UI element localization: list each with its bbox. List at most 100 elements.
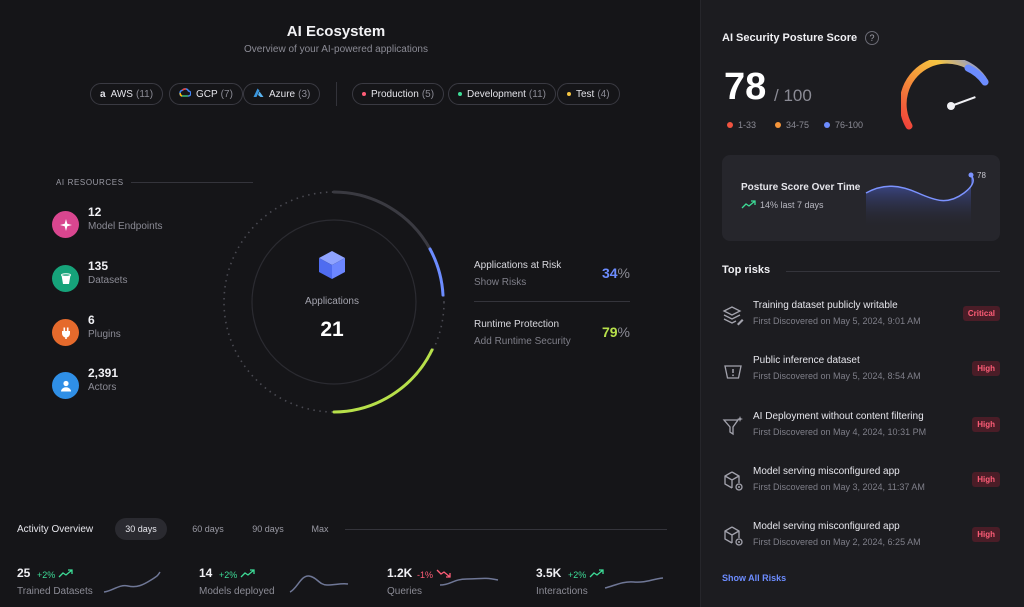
sparkline — [289, 575, 349, 593]
filter-divider — [336, 82, 337, 106]
chip-count: (3) — [298, 88, 311, 100]
tab-max[interactable]: Max — [311, 524, 329, 534]
stat-value: 25 — [17, 566, 31, 580]
chip-label: GCP — [196, 88, 218, 100]
trend-up-icon — [58, 569, 73, 578]
page-title: AI Ecosystem — [286, 23, 386, 40]
metric-percent: 79% — [602, 324, 630, 340]
score-gauge — [901, 60, 989, 130]
applications-label: Applications — [305, 296, 359, 307]
chip-azure[interactable]: Azure (3) — [243, 83, 321, 105]
chip-aws[interactable]: a AWS (11) — [90, 83, 164, 105]
stat-label: Interactions — [536, 586, 588, 597]
risk-name: Model serving misconfigured app — [753, 466, 900, 477]
risk-item[interactable]: Model serving misconfigured app First Di… — [722, 521, 1000, 561]
risk-date: First Discovered on May 4, 2024, 10:31 P… — [753, 427, 927, 437]
legend-medium: 34-75 — [775, 120, 809, 130]
add-runtime-security-link[interactable]: Add Runtime Security — [474, 336, 571, 347]
resource-label: Actors — [88, 382, 117, 393]
metric-title: Runtime Protection — [474, 319, 560, 330]
resource-value: 135 — [88, 259, 109, 273]
trend-up-icon — [589, 569, 604, 578]
chip-count: (7) — [220, 88, 233, 100]
risks-title: Top risks — [722, 264, 771, 276]
tab-60-days[interactable]: 60 days — [192, 524, 224, 534]
chip-label: Development — [467, 88, 526, 100]
chip-count: (11) — [528, 88, 546, 100]
risks-divider — [786, 271, 1000, 272]
cube-gear-icon — [724, 526, 743, 546]
stat-change: -1% — [417, 569, 452, 580]
applications-count: 21 — [320, 318, 344, 341]
stat-change-text: +2% — [568, 570, 587, 580]
trend-end-point — [968, 172, 974, 178]
sparkline — [604, 577, 664, 589]
resource-value: 12 — [88, 205, 102, 219]
resource-value: 6 — [88, 313, 95, 327]
stat-value: 1.2K — [387, 566, 413, 580]
metric-percent: 34% — [602, 265, 630, 281]
stat-change: +2% — [37, 569, 74, 580]
chip-label: Azure — [269, 88, 296, 100]
chip-development[interactable]: Development (11) — [448, 83, 556, 105]
stat-value: 3.5K — [536, 566, 562, 580]
trend-title: Posture Score Over Time — [741, 182, 861, 193]
risk-item[interactable]: Training dataset publicly writable First… — [722, 300, 1000, 340]
show-risks-link[interactable]: Show Risks — [474, 277, 527, 288]
risk-name: Model serving misconfigured app — [753, 521, 900, 532]
stat-change: +2% — [219, 569, 256, 580]
stat-change-text: +2% — [37, 570, 56, 580]
risk-item[interactable]: AI Deployment without content filtering … — [722, 411, 1000, 451]
layers-edit-icon — [722, 306, 744, 326]
cube-icon — [319, 251, 345, 279]
chip-gcp[interactable]: GCP (7) — [169, 83, 243, 105]
risk-date: First Discovered on May 3, 2024, 11:37 A… — [753, 482, 925, 492]
trend-up-icon — [741, 200, 756, 209]
azure-icon — [253, 88, 264, 101]
trend-end-label: 78 — [977, 171, 986, 180]
tab-90-days[interactable]: 90 days — [252, 524, 284, 534]
severity-badge: High — [972, 417, 1000, 432]
tab-30-days[interactable]: 30 days — [115, 518, 167, 540]
resource-label: Plugins — [88, 329, 121, 340]
gcp-icon — [179, 87, 192, 101]
bucket-warning-icon — [724, 365, 742, 379]
chip-count: (4) — [597, 88, 610, 100]
security-panel: AI Security Posture Score ? 78 / 100 1-3… — [700, 0, 1024, 607]
applications-ring — [223, 190, 445, 414]
metric-divider — [474, 301, 630, 302]
env-dot — [458, 92, 462, 96]
activity-title: Activity Overview — [17, 524, 94, 535]
posture-trend-card: Posture Score Over Time 14% last 7 days … — [722, 155, 1000, 241]
chip-count: (5) — [421, 88, 435, 100]
stat-models-deployed: 14 +2% Models deployed — [199, 566, 359, 602]
sparkline — [439, 577, 499, 586]
stat-change-text: +2% — [219, 570, 238, 580]
metric-unit: % — [617, 324, 630, 340]
trend-chart: 78 — [865, 171, 986, 229]
stat-change-text: -1% — [417, 570, 434, 580]
trend-up-icon — [240, 569, 255, 578]
legend-label: 76-100 — [835, 120, 864, 130]
show-all-risks-link[interactable]: Show All Risks — [722, 573, 787, 583]
help-icon[interactable]: ? — [865, 31, 879, 45]
metric-runtime-protection: Runtime Protection Add Runtime Security … — [474, 319, 634, 355]
metric-title: Applications at Risk — [474, 260, 562, 271]
trend-change: 14% last 7 days — [760, 200, 824, 210]
metric-applications-at-risk: Applications at Risk Show Risks 34% — [474, 260, 634, 296]
stat-value: 14 — [199, 566, 213, 580]
chip-label: Test — [576, 88, 595, 100]
chip-test[interactable]: Test (4) — [557, 83, 620, 105]
stat-queries: 1.2K -1% Queries — [387, 566, 547, 602]
resources-divider — [131, 182, 253, 183]
chip-label: Production — [371, 88, 419, 100]
risk-item[interactable]: Public inference dataset First Discovere… — [722, 355, 1000, 395]
resources-heading: AI RESOURCES — [56, 178, 124, 187]
chip-production[interactable]: Production (5) — [352, 83, 445, 105]
risk-name: Public inference dataset — [753, 355, 860, 366]
chip-label: AWS — [110, 88, 133, 100]
risk-item[interactable]: Model serving misconfigured app First Di… — [722, 466, 1000, 506]
bucket-icon — [52, 265, 79, 292]
page-subtitle: Overview of your AI-powered applications — [244, 44, 428, 55]
risk-name: AI Deployment without content filtering — [753, 411, 924, 422]
